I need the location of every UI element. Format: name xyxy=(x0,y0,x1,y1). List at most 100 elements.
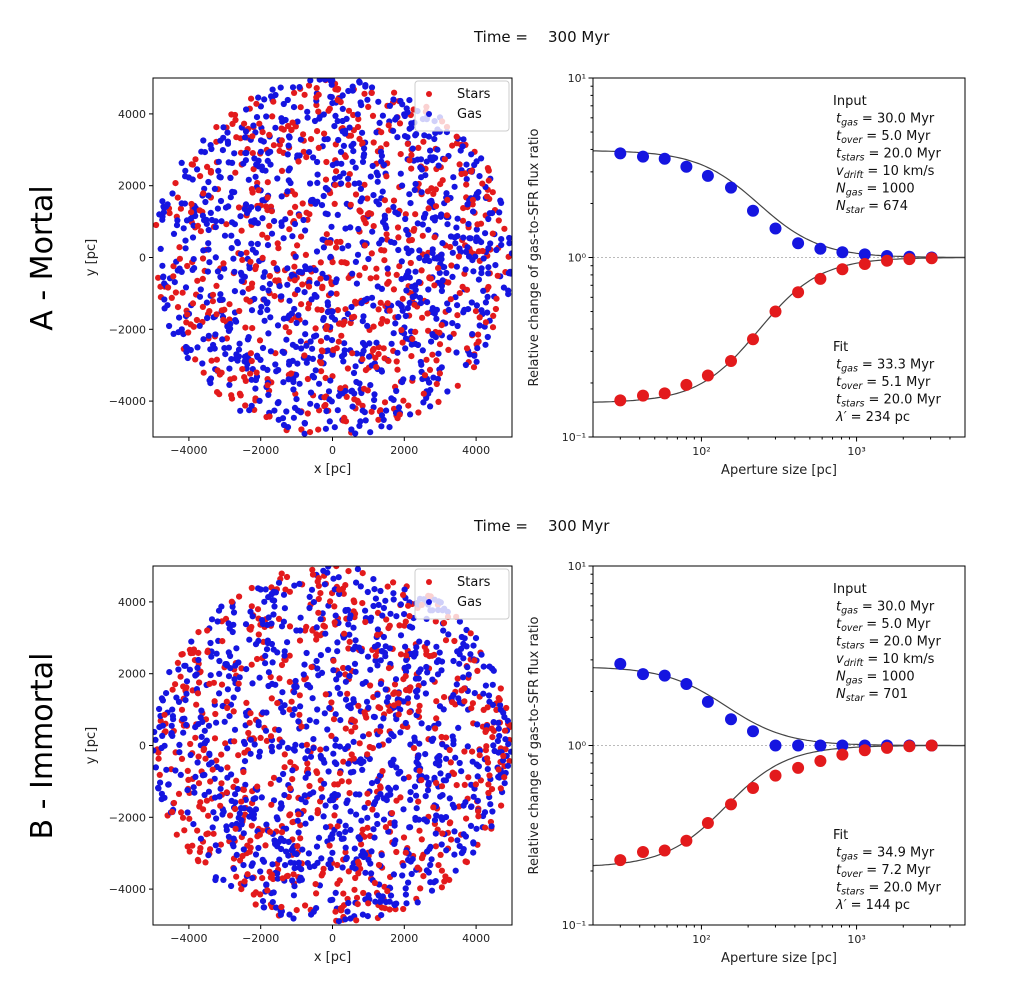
gas-point xyxy=(212,254,219,261)
star-point xyxy=(449,142,456,149)
star-point xyxy=(308,664,315,671)
star-point xyxy=(501,225,508,232)
star-point xyxy=(193,701,200,708)
gas-point xyxy=(190,784,197,791)
gas-point xyxy=(418,361,425,368)
gas-point xyxy=(453,263,460,270)
gas-point xyxy=(182,284,190,291)
stars-ratio-point xyxy=(858,258,871,270)
gas-point xyxy=(252,795,259,802)
gas-point xyxy=(156,724,163,731)
star-point xyxy=(334,307,341,314)
star-point xyxy=(259,875,266,882)
gas-point xyxy=(291,883,298,890)
star-point xyxy=(216,391,223,398)
gas-point xyxy=(446,334,453,341)
star-point xyxy=(345,568,352,575)
gas-point xyxy=(363,698,371,705)
star-point xyxy=(281,751,288,758)
star-point xyxy=(404,140,411,147)
gas-point xyxy=(270,646,277,653)
gas-point xyxy=(325,768,332,775)
star-point xyxy=(384,300,391,307)
star-point xyxy=(296,637,304,644)
star-point xyxy=(358,841,365,848)
gas-point xyxy=(471,352,478,359)
gas-point xyxy=(402,345,409,352)
gas-point xyxy=(306,717,313,724)
gas-point xyxy=(322,210,329,217)
star-point xyxy=(441,694,448,701)
gas-point xyxy=(367,173,374,180)
gas-point xyxy=(364,295,371,302)
star-point xyxy=(507,722,512,729)
gas-point xyxy=(344,908,351,915)
gas-point xyxy=(249,680,256,687)
gas-point xyxy=(356,180,363,187)
gas-point xyxy=(478,265,485,272)
x-tick-label: 10² xyxy=(692,445,710,458)
gas-point xyxy=(409,624,416,631)
star-point xyxy=(157,717,164,724)
gas-point xyxy=(374,283,381,290)
star-point xyxy=(195,780,203,787)
star-point xyxy=(435,862,442,869)
gas-point xyxy=(415,752,422,759)
gas-point xyxy=(227,665,234,672)
star-point xyxy=(248,186,255,193)
star-point xyxy=(296,692,303,699)
gas-point xyxy=(206,761,213,768)
star-point xyxy=(293,907,300,914)
gas-point xyxy=(393,613,400,620)
gas-point xyxy=(454,302,461,309)
star-point xyxy=(205,812,212,819)
symbol: t xyxy=(836,112,842,127)
gas-point xyxy=(257,103,264,110)
star-point xyxy=(199,303,206,310)
star-point xyxy=(397,151,404,158)
scatter-points xyxy=(153,566,512,925)
gas-point xyxy=(482,682,489,689)
panel-label: A - Mortal xyxy=(25,185,60,330)
star-point xyxy=(383,173,390,180)
x-axis-label: Aperture size [pc] xyxy=(721,951,837,966)
star-point xyxy=(270,142,277,149)
symbol: N xyxy=(836,670,846,685)
gas-point xyxy=(317,652,324,659)
gas-point xyxy=(247,736,254,743)
gas-point xyxy=(471,690,478,697)
star-point xyxy=(309,566,316,573)
gas-ratio-point xyxy=(701,169,714,182)
subscript: over xyxy=(841,623,863,634)
gas-point xyxy=(356,836,364,843)
gas-point xyxy=(342,828,349,836)
gas-point xyxy=(317,616,324,623)
legend-marker xyxy=(426,579,432,585)
star-point xyxy=(319,348,326,355)
star-point xyxy=(407,259,414,267)
gas-point xyxy=(200,137,207,144)
gas-ratio-point xyxy=(680,160,693,173)
gas-point xyxy=(205,178,212,186)
stars-ratio-point xyxy=(881,254,893,267)
star-point xyxy=(271,293,278,300)
gas-point xyxy=(236,674,243,681)
star-point xyxy=(187,740,194,748)
gas-point xyxy=(271,597,278,604)
gas-point xyxy=(352,430,359,437)
gas-point xyxy=(169,706,176,713)
gas-point xyxy=(339,117,346,125)
gas-point xyxy=(283,825,290,832)
star-point xyxy=(356,272,363,279)
gas-point xyxy=(353,579,360,586)
gas-point xyxy=(181,662,188,669)
star-point xyxy=(266,131,273,138)
star-point xyxy=(267,673,274,681)
gas-point xyxy=(366,353,373,360)
gas-point xyxy=(425,779,432,786)
star-point xyxy=(373,364,380,371)
gas-point xyxy=(445,631,452,638)
star-point xyxy=(267,780,274,787)
star-point xyxy=(210,830,217,837)
gas-point xyxy=(401,133,409,140)
